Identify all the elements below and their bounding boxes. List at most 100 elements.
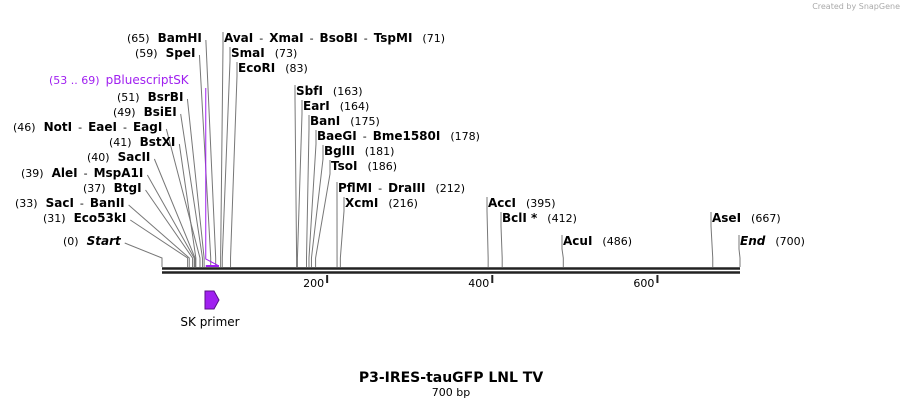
enzyme-name: BanII (90, 196, 125, 210)
enzyme-name: SpeI (166, 46, 196, 60)
site-position: (40) (87, 151, 110, 164)
site-position: (216) (388, 197, 418, 210)
tick-label: 600 (633, 277, 654, 290)
separator: - (84, 167, 88, 180)
leader-line (486, 197, 489, 267)
feature-leader (205, 88, 220, 267)
separator: - (364, 32, 368, 45)
leader-line (710, 212, 714, 267)
site-position: (164) (340, 100, 370, 113)
leader-line (186, 98, 205, 267)
site-position: (49) (113, 106, 136, 119)
site-position: (163) (333, 85, 363, 98)
created-by: Created by SnapGene (812, 2, 900, 11)
feature-label: pBluescriptSK (106, 73, 190, 87)
enzyme-name: AseI (712, 211, 741, 225)
leader-line (130, 219, 189, 267)
site-position: (46) (13, 121, 36, 134)
separator: - (363, 130, 367, 143)
enzyme-name: BaeGI (317, 129, 357, 143)
site-position: (73) (275, 47, 298, 60)
site-position: (37) (83, 182, 106, 195)
leader-line (220, 32, 224, 267)
enzyme-name: AleI (52, 166, 78, 180)
separator: - (78, 121, 82, 134)
leader-line (198, 54, 212, 267)
site-position: (33) (15, 197, 38, 210)
enzyme-name: SacI (46, 196, 74, 210)
site-position: (175) (350, 115, 380, 128)
enzyme-name: Bme1580I (373, 129, 441, 143)
enzyme-name: BamHI (158, 31, 202, 45)
separator: - (259, 32, 263, 45)
enzyme-name: AvaI (224, 31, 253, 45)
site-position: (83) (285, 62, 308, 75)
enzyme-name: BtgI (114, 181, 142, 195)
site-position: (412) (547, 212, 577, 225)
site-position: (59) (135, 47, 158, 60)
enzyme-name: SmaI (231, 46, 265, 60)
enzyme-name: Eco53kI (74, 211, 127, 225)
site-position: (51) (117, 91, 140, 104)
enzyme-name: AccI (488, 196, 516, 210)
primer-arrow (204, 290, 220, 310)
leader-line (165, 128, 201, 267)
leader-line (339, 197, 345, 267)
enzyme-name: BsiEI (144, 105, 177, 119)
separator: - (310, 32, 314, 45)
site-position: (212) (435, 182, 465, 195)
enzyme-name: EarI (303, 99, 330, 113)
enzyme-name: BclI * (502, 211, 538, 225)
site-position: (65) (127, 32, 150, 45)
site-position: (71) (422, 32, 445, 45)
subtitle: 700 bp (432, 386, 470, 399)
leader-line (146, 174, 195, 267)
enzyme-name: BsrBI (148, 90, 184, 104)
separator: - (80, 197, 84, 210)
site-position: (178) (450, 130, 480, 143)
enzyme-name: EagI (133, 120, 162, 134)
leader-line (294, 85, 298, 267)
primer-label: SK primer (180, 315, 239, 329)
feature-position: (53 .. 69) (49, 74, 100, 87)
site-position: (181) (365, 145, 395, 158)
enzyme-name: EaeI (88, 120, 117, 134)
enzyme-name: PflMI (338, 181, 372, 195)
enzyme-name: TsoI (331, 159, 357, 173)
enzyme-name: SbfI (296, 84, 323, 98)
leader-line (128, 204, 190, 267)
enzyme-name: AcuI (563, 234, 592, 248)
enzyme-name: XmaI (269, 31, 303, 45)
enzyme-name: Start (87, 234, 122, 248)
leader-line (145, 189, 194, 267)
site-position: (700) (775, 235, 805, 248)
leader-line (561, 235, 564, 267)
leader-line (153, 158, 196, 267)
enzyme-name: DraIII (388, 181, 425, 195)
site-position: (486) (602, 235, 632, 248)
enzyme-name: TspMI (374, 31, 413, 45)
leader-line (308, 130, 317, 267)
site-position: (31) (43, 212, 66, 225)
site-position: (0) (63, 235, 79, 248)
site-position: (395) (526, 197, 556, 210)
leader-line (315, 160, 331, 267)
leader-line (296, 100, 303, 267)
enzyme-name: BglII (324, 144, 355, 158)
leader-line (230, 62, 238, 267)
title: P3-IRES-tauGFP LNL TV (359, 370, 544, 386)
leader-line (738, 235, 741, 267)
leader-line (221, 47, 231, 267)
enzyme-name: MspA1I (94, 166, 144, 180)
enzyme-name: SacII (118, 150, 151, 164)
site-position: (41) (109, 136, 132, 149)
enzyme-name: NotI (44, 120, 73, 134)
leader-line (180, 113, 203, 267)
leader-line (124, 242, 163, 267)
tick-label: 400 (468, 277, 489, 290)
separator: - (123, 121, 127, 134)
enzyme-name: End (740, 234, 766, 248)
leader-line (310, 145, 324, 267)
enzyme-name: EcoRI (238, 61, 275, 75)
